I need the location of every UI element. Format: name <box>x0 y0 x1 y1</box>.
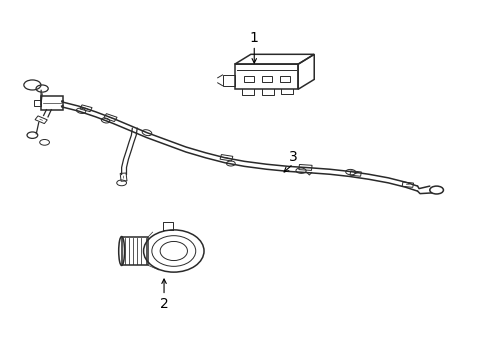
Text: 1: 1 <box>249 31 258 45</box>
Bar <box>34 100 41 106</box>
Bar <box>279 76 290 82</box>
Text: 3: 3 <box>288 150 297 164</box>
Bar <box>41 96 63 110</box>
Bar <box>122 237 148 265</box>
Bar <box>243 76 254 82</box>
Text: 2: 2 <box>160 297 168 311</box>
Bar <box>261 76 272 82</box>
